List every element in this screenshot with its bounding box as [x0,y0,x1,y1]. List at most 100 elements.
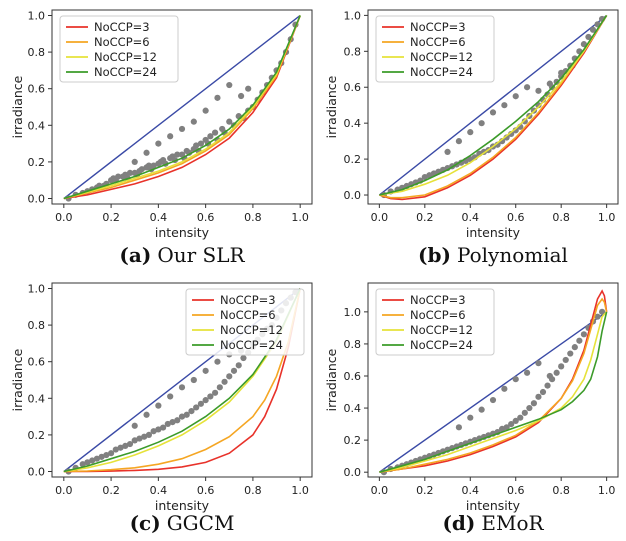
scatter-point [122,442,129,449]
scatter-point [150,162,157,169]
chart-panel-b: 0.0 0.2 0.4 0.6 0.8 1.0 0.0 0.2 0.4 0.6 0.8 1.0 inte… [324,9,619,267]
scatter-point [567,350,574,357]
panel-caption: (a) Our SLR [119,243,245,267]
legend-label: NoCCP=12 [410,50,473,64]
scatter-point [467,414,474,421]
y-tick-label: 0.6 [28,83,46,96]
series-line-noccp-6 [379,14,608,199]
scatter-point [197,140,205,147]
x-tick-label: 0.8 [552,484,570,497]
legend-label: NoCCP=6 [94,35,150,49]
scatter-point [214,358,221,365]
x-tick-label: 0.6 [507,211,525,224]
scatter-point [455,424,463,431]
y-tick-label: 0.6 [344,81,362,94]
scatter-point [226,373,233,380]
y-tick-label: 0.2 [344,434,362,447]
series-line-noccp-12 [379,14,608,196]
legend-box [59,15,179,83]
scatter-point [193,142,200,149]
x-axis-label: intensity [466,498,521,513]
scatter-point [585,33,592,41]
series-line-noccp-24 [63,288,301,473]
panel-caption: (d) EMoR [442,511,544,535]
scatter-point [145,431,153,439]
series-line-noccp-3 [379,14,608,201]
scatter-point [136,435,143,442]
legend-box [375,288,495,356]
y-tick-label: 0.4 [28,119,46,132]
legend-label: NoCCP=12 [220,323,283,337]
series-line-noccp-6 [63,15,301,200]
scatter-point [126,169,134,176]
caption-name: Polynomial [457,243,568,267]
scatter-point [98,453,105,460]
x-tick-label: 0.8 [244,211,262,224]
scatter-point [512,417,519,424]
scatter-point [544,382,551,389]
legend-label: NoCCP=12 [94,50,157,64]
y-axis-label: irradiance [324,348,339,411]
scatter-point [207,393,214,400]
x-tick-label: 0.6 [197,484,215,497]
x-tick-label: 0.0 [55,211,73,224]
y-tick-label: 0.8 [344,45,362,58]
scatter-point [221,378,228,385]
scatter-point [107,450,115,457]
identity-line [378,311,608,473]
scatter-point [115,173,122,180]
legend-box [375,15,495,83]
x-tick-label: 0.2 [102,211,120,224]
scatter-point [79,461,86,468]
scatter-point [237,92,245,100]
y-tick-label: 1.0 [28,9,46,22]
caption-name: Our SLR [157,243,245,267]
scatter-point [211,129,219,136]
x-tick-label: 0.4 [150,484,168,497]
x-tick-label: 0.8 [552,211,570,224]
x-axis-label: intensity [466,225,521,240]
scatter-point [103,451,110,459]
scatter-point [501,385,508,392]
scatter-point [553,369,560,376]
scatter-point [178,384,186,391]
series-line-noccp-24 [379,14,608,196]
legend-box [185,288,305,356]
y-tick-label: 0.4 [344,117,362,130]
y-tick-label: 0.2 [344,153,362,166]
x-tick-label: 0.2 [102,484,120,497]
scatter-point [245,85,252,92]
series-line-noccp-24 [379,311,608,473]
scatter-point [546,372,553,380]
scatter-point [521,118,528,125]
scatter-point [521,409,528,416]
series-line-noccp-3 [63,15,301,200]
x-tick-label: 0.0 [371,211,389,224]
x-tick-label: 1.0 [291,211,309,224]
scatter-point [155,402,162,409]
scatter-point [523,369,531,376]
scatter-point [167,133,174,140]
scatter-point [188,408,195,415]
x-tick-label: 1.0 [291,484,309,497]
scatter-point [84,459,91,466]
scatter-point [526,404,533,412]
y-tick-label: 0.2 [28,429,46,442]
scatter-point [197,400,205,407]
scatter-point [571,344,578,351]
scatter-point [489,396,497,404]
legend-label: NoCCP=6 [410,308,466,322]
scatter-point [589,26,597,33]
scatter-point [202,367,209,374]
scatter-point [467,129,474,136]
chart-panel-c: 0.0 0.2 0.4 0.6 0.8 1.0 0.0 0.2 0.4 0.6 0.8 1.0 inte… [10,282,313,535]
scatter-point [202,397,209,404]
y-tick-label: 0.8 [28,46,46,59]
caption-letter: (d) [442,511,475,535]
y-tick-label: 0.4 [344,402,362,415]
x-tick-label: 0.2 [416,211,434,224]
x-tick-label: 0.0 [371,484,389,497]
